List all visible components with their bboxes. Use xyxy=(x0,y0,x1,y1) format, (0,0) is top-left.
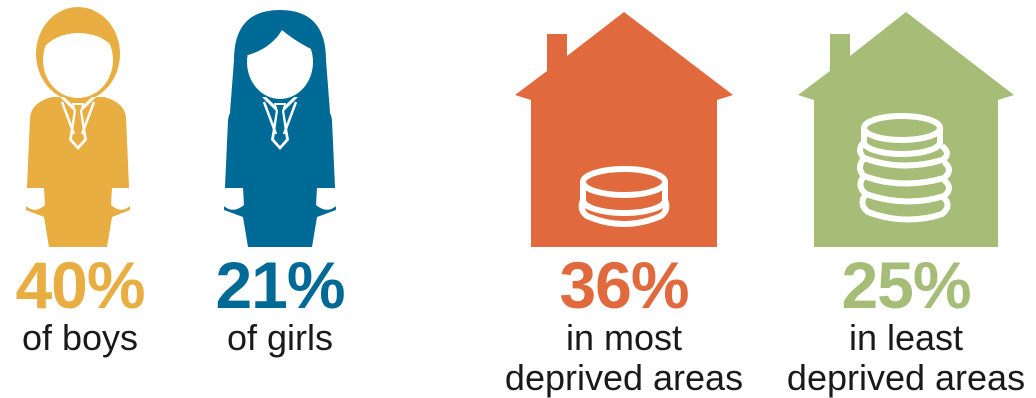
boys-percent: 40% xyxy=(15,248,145,322)
least-deprived-stat: 25% in least deprived areas xyxy=(776,0,1036,398)
girls-stat: 21% of girls xyxy=(200,0,360,358)
boys-caption: of boys xyxy=(21,317,139,358)
least-deprived-caption-line1: in least xyxy=(848,317,964,358)
most-deprived-stat: 36% in most deprived areas xyxy=(495,0,753,398)
house-many-coins-icon xyxy=(798,12,1014,247)
most-deprived-caption-line1: in most xyxy=(565,317,683,358)
girls-percent: 21% xyxy=(215,248,345,322)
house-few-coins-icon xyxy=(515,12,733,247)
least-deprived-caption-line2: deprived areas xyxy=(786,357,1026,398)
girls-caption: of girls xyxy=(226,317,334,358)
girl-figure-icon xyxy=(224,10,336,247)
boy-figure-icon xyxy=(26,7,130,247)
boys-stat: 40% of boys xyxy=(0,0,160,358)
most-deprived-caption-line2: deprived areas xyxy=(504,357,744,398)
most-deprived-percent: 36% xyxy=(559,248,689,322)
least-deprived-percent: 25% xyxy=(841,248,971,322)
